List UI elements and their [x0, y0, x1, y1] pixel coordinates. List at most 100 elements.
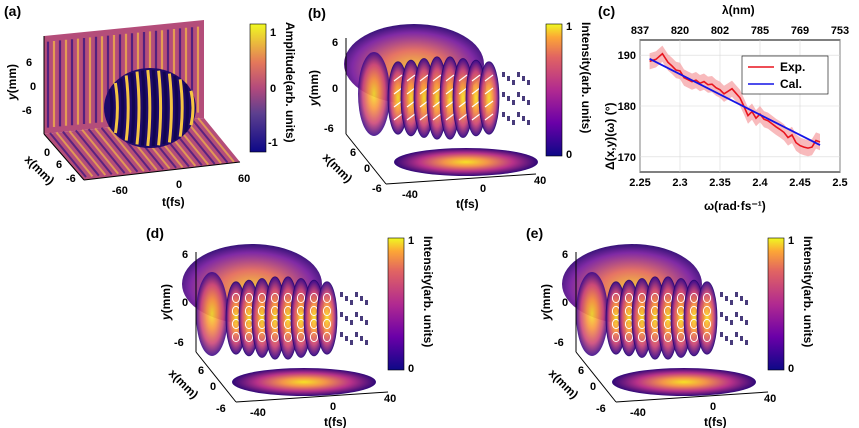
e-colorbar: [767, 237, 785, 371]
d-cbar-tick: 1: [408, 235, 414, 247]
d-y-tick: -6: [174, 337, 184, 349]
b-x-tick: 6: [350, 147, 356, 159]
a-t-tick: -60: [112, 185, 128, 197]
d-t-axis: [235, 391, 389, 403]
e-t-axis: [615, 391, 769, 403]
cube-edge-speckle: [345, 296, 348, 301]
cube-edge-speckle: [740, 296, 743, 301]
cube-intensity-slice: [316, 281, 338, 355]
cube-edge-speckle: [507, 76, 510, 81]
c-legend-cal: Cal.: [780, 77, 802, 91]
c-top-label: λ(nm): [722, 3, 755, 17]
polarization-ellipse: [309, 292, 319, 304]
b-y-label: y(mm): [307, 70, 321, 107]
a-y-tick: 6: [26, 57, 32, 69]
polarization-arrow: [393, 87, 403, 95]
cube-edge-speckle: [527, 120, 530, 125]
cube-intensity-slice: [478, 61, 500, 135]
cube-edge-speckle: [350, 340, 353, 345]
a-t-axis: [83, 161, 241, 181]
a-cbar-tick: -1: [268, 137, 278, 149]
c-y-tick: 190: [618, 50, 636, 62]
d-colorbar: [387, 237, 405, 371]
panel-label-c: (c): [598, 3, 615, 19]
cube-edge-speckle: [735, 292, 738, 297]
polarization-arrow: [484, 100, 494, 108]
cube-edge-speckle: [745, 320, 748, 325]
cube-intensity-slice: [696, 281, 718, 355]
cube-floor-projection: [232, 368, 376, 396]
a-x-label: x(mm): [22, 152, 57, 187]
b-t-tick: 0: [480, 183, 486, 195]
a-wavepacket-stripes: [108, 69, 195, 147]
c-x-tick: 2.35: [709, 177, 730, 189]
c-series-cal-line: [649, 57, 821, 146]
cube-edge-speckle: [730, 340, 733, 345]
d-t-tick: -40: [250, 407, 266, 419]
polarization-ellipse: [283, 292, 293, 304]
e-cbar-label: Intensity(arb. units): [801, 236, 815, 347]
c-y-tick: 170: [618, 152, 636, 164]
e-x-tick: 0: [590, 381, 596, 393]
polarization-ellipse: [676, 331, 686, 343]
cube-edge-speckle: [345, 336, 348, 341]
a-x-tick: 6: [56, 159, 62, 171]
d-cube: [182, 244, 376, 396]
a-floor-stripe: [94, 127, 132, 174]
c-legend: Exp. Cal.: [741, 55, 829, 95]
polarization-ellipse: [309, 331, 319, 343]
polarization-ellipse: [611, 331, 621, 343]
polarization-arrow: [393, 113, 403, 121]
c-top-tick: 753: [831, 25, 849, 37]
cube-edge-speckle: [355, 332, 358, 337]
polarization-ellipse: [270, 292, 280, 304]
b-y-tick: -6: [324, 123, 334, 135]
a-y-tick: 0: [30, 81, 36, 93]
d-x-label: x(mm): [166, 366, 201, 401]
b-x-axis: [345, 133, 387, 185]
c-x-tick: 2.4: [752, 177, 768, 189]
polarization-ellipse: [637, 292, 647, 304]
a-floor-stripe: [62, 131, 100, 177]
cube-edge-speckle: [355, 312, 358, 317]
polarization-ellipse: [702, 305, 712, 317]
polarization-arrow: [406, 87, 416, 95]
a-x-tick: -6: [66, 173, 76, 185]
a-packet-stripe: [140, 70, 146, 146]
a-packet-stripe: [157, 70, 163, 146]
cube-edge-speckle: [517, 112, 520, 117]
cube-edge-speckle: [522, 116, 525, 121]
polarization-arrow: [471, 87, 481, 95]
c-top-tick: 820: [671, 25, 689, 37]
a-packet-stripe: [162, 71, 168, 145]
e-x-axis: [575, 351, 617, 403]
panel-c: (c) 2.25 2.3 2.35 2.4 2.45 2.5 170 180 190 837 820…: [598, 3, 849, 213]
e-t-tick: 0: [710, 401, 716, 413]
cube-edge-speckle: [512, 120, 515, 125]
polarization-arrow: [406, 113, 416, 121]
c-x-label: ω(rad·fs⁻¹): [704, 199, 766, 213]
polarization-arrow: [419, 113, 429, 121]
b-t-tick: 40: [534, 175, 546, 187]
panel-e: (e) 6 0 -6 y(mm) 6 0 -6 x(mm) -40 0 40 t…: [526, 225, 815, 428]
a-packet-stripe: [146, 69, 152, 147]
d-t-tick: 0: [330, 401, 336, 413]
cube-side-projection: [196, 272, 228, 356]
a-floor-stripe: [81, 129, 119, 175]
polarization-ellipse: [257, 292, 267, 304]
polarization-ellipse: [322, 305, 332, 317]
cube-floor-projection: [394, 148, 538, 176]
c-top-tick: 785: [751, 25, 769, 37]
polarization-ellipse: [702, 292, 712, 304]
cube-edge-speckle: [522, 96, 525, 101]
cube-edge-speckle: [740, 336, 743, 341]
c-y-label: Δ(x,y)(ω) (°): [603, 102, 617, 170]
polarization-arrow: [445, 74, 455, 82]
c-ticks: 2.25 2.3 2.35 2.4 2.45 2.5 170 180 190 837 820 802 7…: [618, 25, 850, 189]
cube-edge-speckle: [745, 300, 748, 305]
cube-edge-speckle: [720, 312, 723, 317]
polarization-ellipse: [663, 292, 673, 304]
polarization-ellipse: [650, 292, 660, 304]
polarization-arrow: [445, 87, 455, 95]
